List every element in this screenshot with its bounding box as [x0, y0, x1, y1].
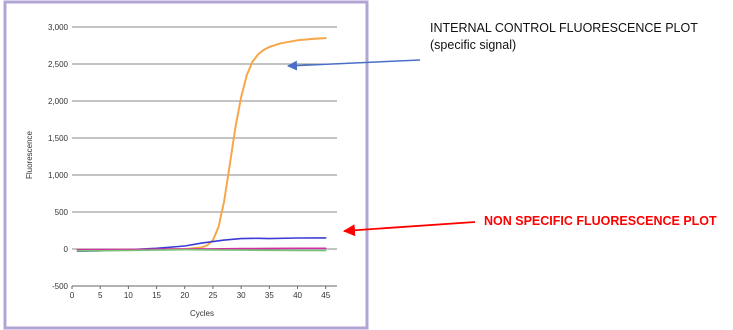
- non-specific-annotation: NON SPECIFIC FLUORESCENCE PLOT: [484, 213, 717, 230]
- y-tick-label: 500: [55, 208, 69, 217]
- x-tick-label: 30: [237, 291, 246, 300]
- internal-control-subtitle: (specific signal): [430, 37, 698, 54]
- internal-control-annotation: INTERNAL CONTROL FLUORESCENCE PLOT (spec…: [430, 20, 698, 54]
- y-tick-label: 1,500: [48, 134, 69, 143]
- internal-control-title: INTERNAL CONTROL FLUORESCENCE PLOT: [430, 20, 698, 37]
- x-tick-label: 20: [180, 291, 189, 300]
- y-tick-label: 2,500: [48, 60, 69, 69]
- x-tick-label: 25: [209, 291, 218, 300]
- chart-frame: [5, 2, 367, 328]
- y-tick-label: 2,000: [48, 97, 69, 106]
- y-tick-label: -500: [52, 282, 69, 291]
- x-tick-label: 15: [152, 291, 161, 300]
- x-tick-label: 45: [321, 291, 330, 300]
- y-tick-label: 0: [64, 245, 69, 254]
- y-tick-label: 3,000: [48, 23, 69, 32]
- x-axis-title: Cycles: [190, 309, 214, 318]
- y-tick-label: 1,000: [48, 171, 69, 180]
- x-tick-label: 5: [98, 291, 103, 300]
- x-tick-label: 0: [70, 291, 75, 300]
- x-tick-label: 35: [265, 291, 274, 300]
- x-tick-label: 10: [124, 291, 133, 300]
- y-axis-title: Fluorescence: [25, 130, 34, 179]
- x-tick-label: 40: [293, 291, 302, 300]
